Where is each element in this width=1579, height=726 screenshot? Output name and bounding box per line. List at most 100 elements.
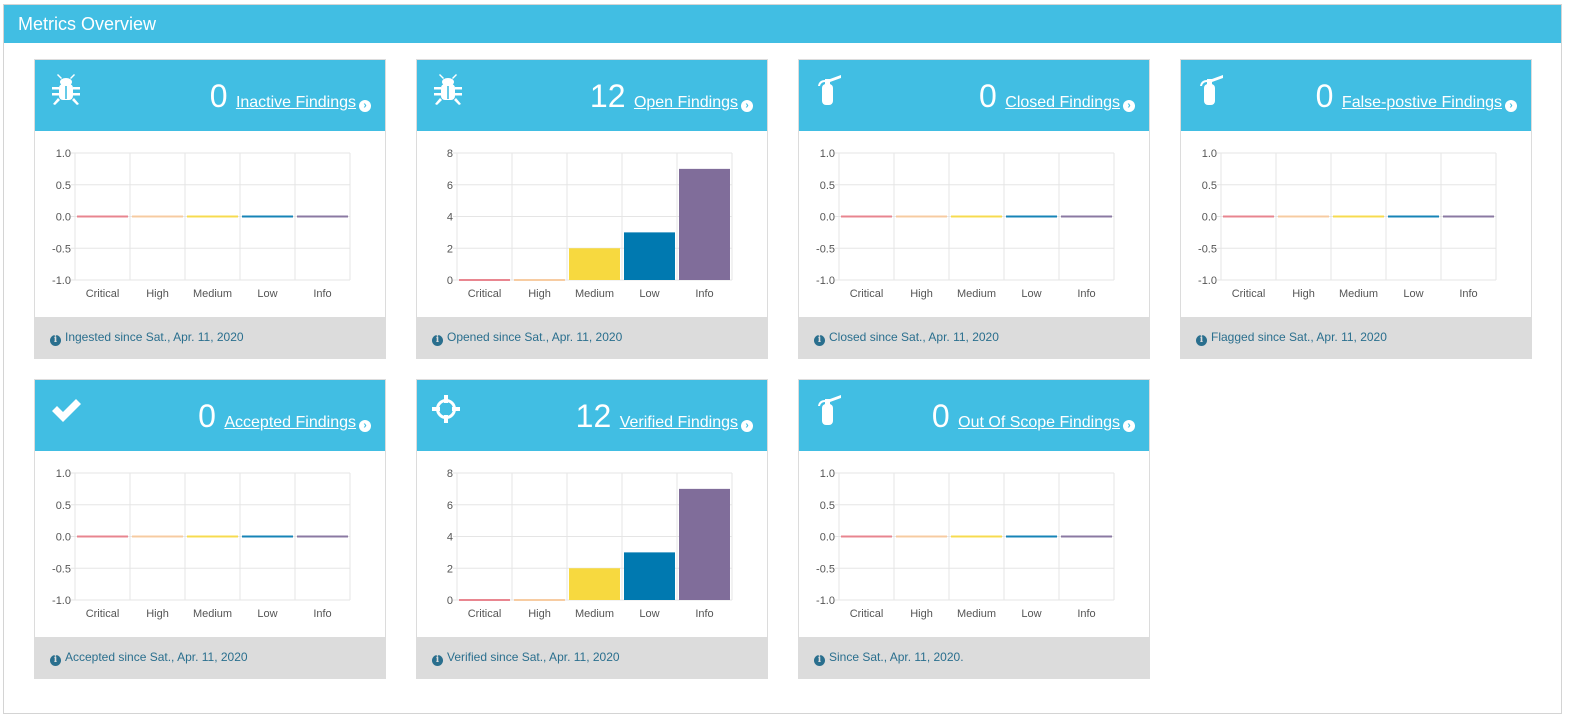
x-tick-label: Info	[695, 288, 713, 300]
accepted-findings-link[interactable]: Accepted Findings ›	[224, 414, 371, 432]
y-tick-label: -1.0	[816, 595, 835, 607]
panel-title: Metrics Overview	[4, 5, 1561, 43]
chart-svg: 1.0 0.5 0.0 -0.5 -1.0 Critical High Medium Low In…	[52, 148, 351, 300]
y-tick-label: 0	[447, 595, 453, 607]
bug-icon	[431, 74, 465, 108]
inactive-findings-link[interactable]: Inactive Findings ›	[235, 94, 371, 112]
info-icon: i	[432, 655, 443, 666]
y-tick-label: 0.0	[820, 212, 835, 224]
out-of-scope-findings-link[interactable]: Out Of Scope Findings ›	[958, 414, 1135, 432]
x-tick-label: Info	[1077, 608, 1095, 620]
info-icon: i	[1196, 335, 1207, 346]
y-tick-label: 1.0	[56, 148, 71, 160]
footer-text: Closed since Sat., Apr. 11, 2020	[829, 330, 999, 344]
card-footer: i Opened since Sat., Apr. 11, 2020	[417, 317, 767, 358]
finding-count: 0	[931, 398, 950, 434]
link-label: Inactive Findings	[235, 94, 356, 111]
card-header: 0 Out Of Scope Findings ›	[799, 380, 1149, 451]
x-tick-label: Medium	[1339, 288, 1378, 300]
x-tick-label: Low	[257, 608, 277, 620]
y-tick-label: -0.5	[1198, 243, 1217, 255]
y-tick-label: 0.5	[1202, 180, 1217, 192]
card-header: 0 Inactive Findings ›	[35, 60, 385, 131]
bar-low	[624, 552, 675, 600]
chart-svg: 1.0 0.5 0.0 -0.5 -1.0 Critical High Medium Low In…	[1198, 148, 1497, 300]
x-tick-label: Info	[313, 288, 331, 300]
footer-text: Flagged since Sat., Apr. 11, 2020	[1211, 330, 1387, 344]
info-icon: i	[50, 655, 61, 666]
footer-text: Since Sat., Apr. 11, 2020.	[829, 650, 964, 664]
x-tick-label: Critical	[86, 288, 120, 300]
arrow-circle-right-icon: ›	[359, 100, 371, 112]
bar-info	[679, 168, 730, 280]
card-title: 0 Closed Findings ›	[979, 76, 1135, 116]
y-tick-label: 4	[447, 532, 453, 544]
x-tick-label: Critical	[850, 608, 884, 620]
y-tick-label: 0.0	[56, 212, 71, 224]
y-tick-label: 1.0	[820, 148, 835, 160]
closed-findings-link[interactable]: Closed Findings ›	[1005, 94, 1135, 112]
x-tick-label: Low	[639, 288, 659, 300]
x-tick-label: Critical	[468, 288, 502, 300]
card-footer: i Ingested since Sat., Apr. 11, 2020	[35, 317, 385, 358]
y-tick-label: -0.5	[816, 243, 835, 255]
chart-svg: 1.0 0.5 0.0 -0.5 -1.0 Critical High Medium Low In…	[52, 468, 351, 620]
link-label: Out Of Scope Findings	[958, 414, 1120, 431]
verified-findings-chart: 8 6 4 2 0 Critical High Medium Low Info	[417, 451, 767, 639]
x-tick-label: High	[146, 288, 169, 300]
x-tick-label: Critical	[86, 608, 120, 620]
x-tick-label: Info	[1077, 288, 1095, 300]
arrow-circle-right-icon: ›	[1505, 100, 1517, 112]
y-tick-label: -1.0	[52, 275, 71, 287]
y-tick-label: -0.5	[816, 563, 835, 575]
y-tick-label: 8	[447, 148, 453, 160]
arrow-circle-right-icon: ›	[359, 420, 371, 432]
arrow-circle-right-icon: ›	[741, 100, 753, 112]
footer-text: Verified since Sat., Apr. 11, 2020	[447, 650, 620, 664]
closed-findings-chart: 1.0 0.5 0.0 -0.5 -1.0 Critical High Medium Low In…	[799, 131, 1149, 319]
false-positive-findings-link[interactable]: False-postive Findings ›	[1342, 94, 1517, 112]
info-icon: i	[50, 335, 61, 346]
card-header: 12 Verified Findings ›	[417, 380, 767, 451]
finding-count: 0	[198, 398, 216, 434]
arrow-circle-right-icon: ›	[1123, 420, 1135, 432]
chart-svg: 8 6 4 2 0 Critical High Medium Low Info	[447, 468, 733, 620]
out-of-scope-findings-chart: 1.0 0.5 0.0 -0.5 -1.0 Critical High Medium Low In…	[799, 451, 1149, 639]
fire-extinguisher-icon	[813, 394, 847, 428]
x-tick-label: Medium	[575, 608, 614, 620]
y-tick-label: 0.0	[56, 532, 71, 544]
card-header: 0 Accepted Findings ›	[35, 380, 385, 451]
x-tick-label: Critical	[468, 608, 502, 620]
card-title: 0 Accepted Findings ›	[198, 396, 371, 436]
footer-text: Accepted since Sat., Apr. 11, 2020	[65, 650, 248, 664]
footer-text: Opened since Sat., Apr. 11, 2020	[447, 330, 623, 344]
arrow-circle-right-icon: ›	[1123, 100, 1135, 112]
x-tick-label: Medium	[193, 288, 232, 300]
x-tick-label: Critical	[1232, 288, 1266, 300]
card-footer: i Since Sat., Apr. 11, 2020.	[799, 637, 1149, 678]
y-tick-label: 1.0	[56, 468, 71, 480]
bar-info	[679, 488, 730, 600]
y-tick-label: 2	[447, 243, 453, 255]
x-tick-label: Medium	[575, 288, 614, 300]
card-false-positive-findings: 0 False-postive Findings › 1.0 0.5 0.0 -0.5 -…	[1180, 59, 1532, 359]
verified-findings-link[interactable]: Verified Findings ›	[620, 414, 753, 432]
x-tick-label: Medium	[957, 288, 996, 300]
open-findings-link[interactable]: Open Findings ›	[634, 94, 753, 112]
x-tick-label: High	[1292, 288, 1315, 300]
finding-count: 12	[575, 398, 612, 434]
card-out-of-scope-findings: 0 Out Of Scope Findings › 1.0 0.5 0.0 -0.5 -1…	[798, 379, 1150, 679]
fire-extinguisher-icon	[813, 74, 847, 108]
fire-extinguisher-icon	[1195, 74, 1229, 108]
finding-count: 0	[209, 78, 228, 114]
info-icon: i	[814, 335, 825, 346]
x-tick-label: Critical	[850, 288, 884, 300]
info-icon: i	[432, 335, 443, 346]
inactive-findings-chart: 1.0 0.5 0.0 -0.5 -1.0 Critical High Medium Low In…	[35, 131, 385, 319]
x-tick-label: Low	[639, 608, 659, 620]
y-tick-label: 6	[447, 500, 453, 512]
y-tick-label: 0.5	[56, 180, 71, 192]
y-tick-label: 0.0	[820, 532, 835, 544]
finding-count: 0	[1315, 78, 1334, 114]
y-tick-label: 2	[447, 563, 453, 575]
